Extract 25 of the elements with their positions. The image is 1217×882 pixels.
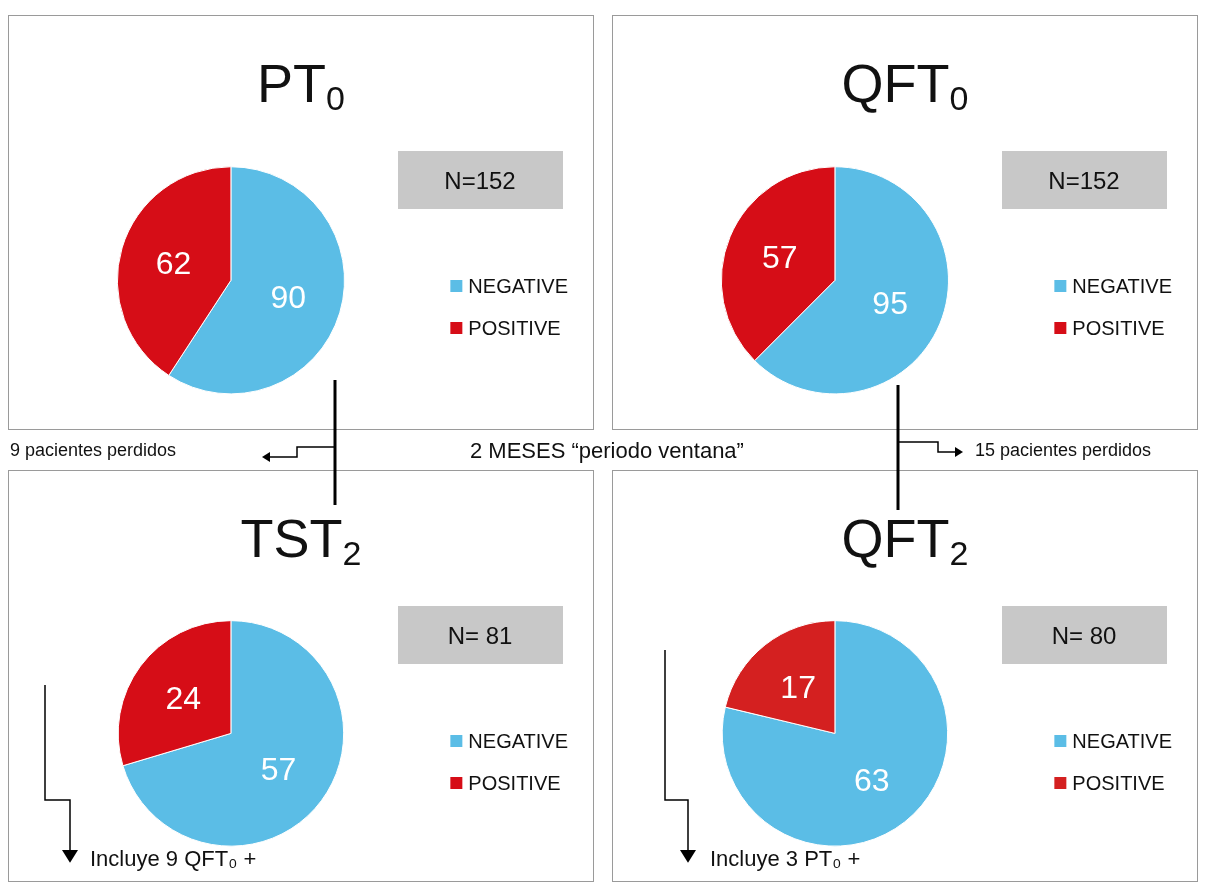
text: N= 80 xyxy=(1051,621,1117,649)
text: 15 pacientes perdidos xyxy=(975,440,1152,461)
text: N= 81 xyxy=(447,621,513,649)
legend-label: POSITIVE xyxy=(468,772,561,794)
data-label: 63 xyxy=(853,762,890,799)
text: Incluye 9 QFT₀ + xyxy=(90,846,257,872)
legend-label: POSITIVE xyxy=(1072,772,1165,794)
data-label: 24 xyxy=(165,679,202,716)
data-label: 57 xyxy=(260,750,297,787)
legend-label: NEGATIVE xyxy=(468,730,569,752)
text: Incluye 3 PT₀ + xyxy=(710,846,861,872)
data-label: 90 xyxy=(270,279,307,316)
text: 2 MESES “periodo ventana” xyxy=(470,438,744,464)
data-label: 62 xyxy=(155,245,192,282)
text: N=152 xyxy=(444,166,516,194)
data-label: 95 xyxy=(872,285,908,322)
text: N=152 xyxy=(1048,166,1120,194)
data-label: 17 xyxy=(780,668,816,705)
text: 9 pacientes perdidos xyxy=(10,440,177,461)
legend-label: NEGATIVE xyxy=(1072,730,1173,752)
legend-label: NEGATIVE xyxy=(1072,275,1173,297)
data-label: 57 xyxy=(761,239,798,276)
legend-label: NEGATIVE xyxy=(468,275,569,297)
legend-label: POSITIVE xyxy=(1072,317,1165,339)
legend-label: POSITIVE xyxy=(468,317,561,339)
